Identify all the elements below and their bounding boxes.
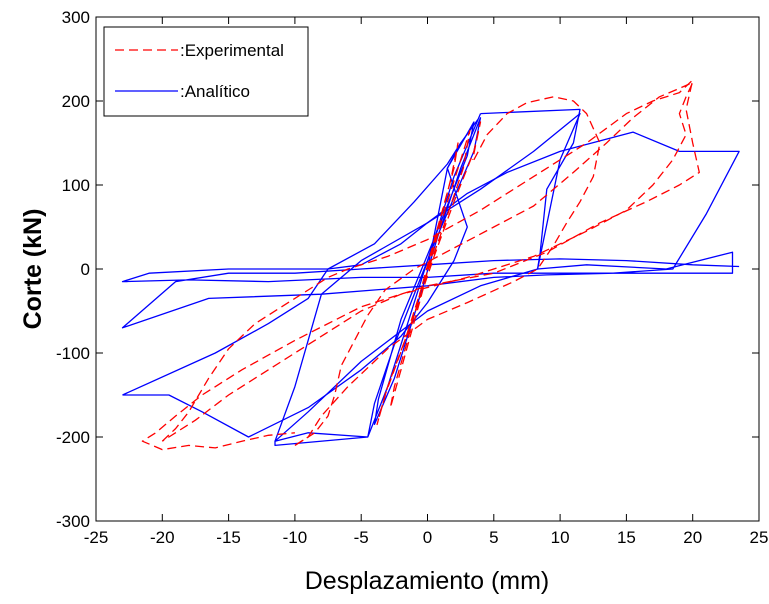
tick-layer: -25 -20 -15 -10 -5 0 5 10 15 20 25 -300 -200 -100 0 100… bbox=[56, 8, 768, 547]
x-tick-label-0: -25 bbox=[84, 528, 109, 547]
series-analtico-line-3 bbox=[122, 119, 479, 438]
y-tick-label-2: -100 bbox=[56, 344, 90, 363]
plot-frame bbox=[95, 16, 760, 522]
y-axis-title: Corte (kN) bbox=[19, 209, 47, 330]
series-analtico-line-2 bbox=[121, 108, 740, 329]
x-tick-label-3: -10 bbox=[283, 528, 308, 547]
series-experimental-line-3 bbox=[141, 79, 700, 451]
y-tick-label-3: 0 bbox=[81, 260, 90, 279]
x-tick-label-1: -20 bbox=[150, 528, 175, 547]
y-tick-label-6: 300 bbox=[62, 8, 90, 27]
series-experimental-line-0 bbox=[376, 121, 482, 426]
legend-label-analitico: :Analítico bbox=[180, 82, 250, 101]
x-axis-title: Desplazamiento (mm) bbox=[305, 567, 550, 595]
series-analtico-line-0 bbox=[367, 113, 482, 438]
x-tick-label-10: 25 bbox=[750, 528, 769, 547]
y-tick-label-4: 100 bbox=[62, 176, 90, 195]
x-tick-label-2: -15 bbox=[216, 528, 241, 547]
x-tick-label-8: 15 bbox=[617, 528, 636, 547]
x-tick-label-4: -5 bbox=[354, 528, 369, 547]
series-experimental-line-1 bbox=[294, 96, 601, 446]
x-tick-label-5: 0 bbox=[423, 528, 432, 547]
series-analtico-line-1 bbox=[274, 112, 581, 447]
x-tick-label-6: 5 bbox=[489, 528, 498, 547]
legend: :Experimental :Analítico bbox=[103, 26, 309, 117]
series-experimental-line-2 bbox=[161, 81, 694, 446]
legend-box bbox=[103, 26, 309, 117]
series-analtico-line-4 bbox=[122, 142, 462, 396]
x-tick-label-7: 10 bbox=[551, 528, 570, 547]
y-tick-label-5: 200 bbox=[62, 92, 90, 111]
x-tick-label-9: 20 bbox=[683, 528, 702, 547]
y-tick-label-0: -300 bbox=[56, 512, 90, 531]
y-tick-label-1: -200 bbox=[56, 428, 90, 447]
series-layer bbox=[121, 79, 740, 451]
legend-label-experimental: :Experimental bbox=[180, 41, 284, 60]
